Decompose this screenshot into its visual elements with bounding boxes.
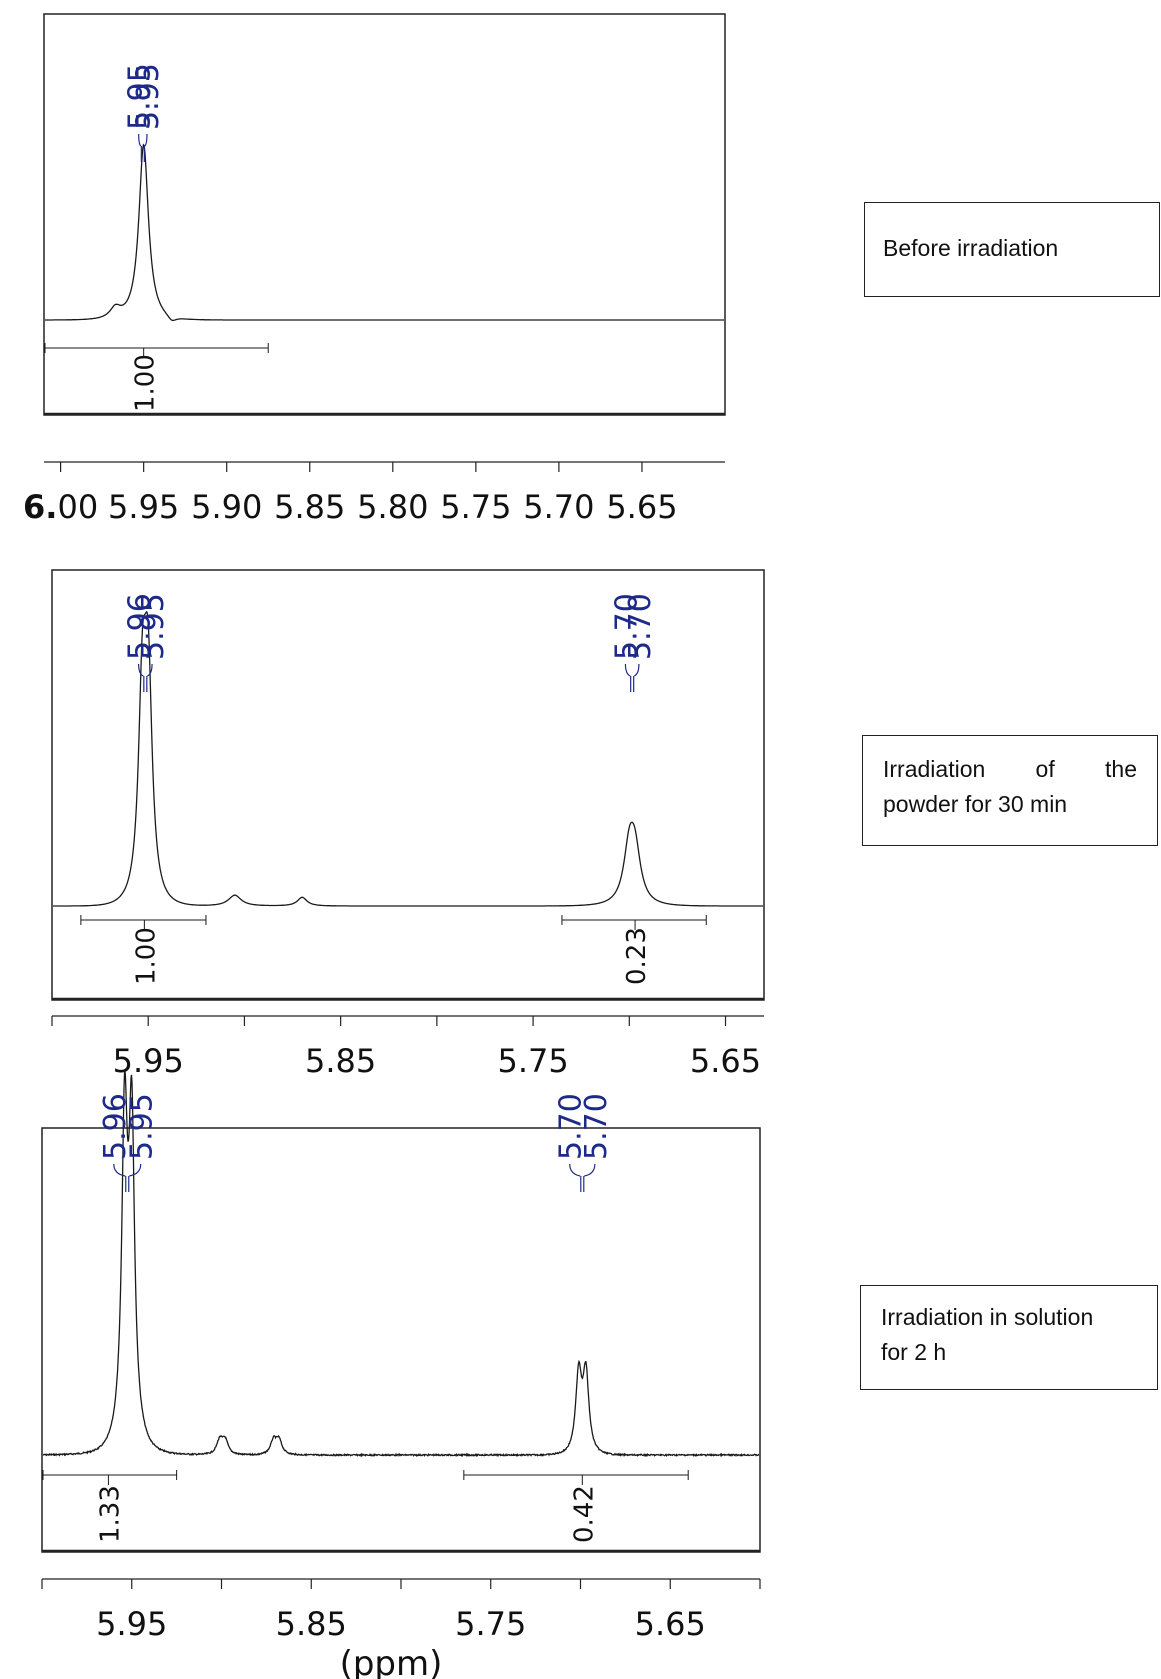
x-tick-label: 5.85 [276, 1605, 347, 1643]
caption-solution-2h: Irradiation in solution for 2 h [860, 1285, 1158, 1390]
x-tick-label: 5.95 [96, 1605, 167, 1643]
integral-value: 1.00 [131, 927, 161, 985]
peak-label-bracket [569, 1163, 596, 1177]
x-tick-label: 5.65 [690, 1042, 761, 1080]
peak-label: 5.95 [136, 593, 171, 660]
x-tick-label: 5.95 [113, 1042, 184, 1080]
x-tick-label: 5.70 [523, 488, 594, 526]
x-tick-label: 5.90 [191, 488, 262, 526]
spectrum-trace-1 [45, 143, 724, 322]
peak-label: 5.70 [623, 593, 658, 660]
peak-label: 5.95 [131, 63, 166, 130]
x-tick-label: 5.85 [305, 1042, 376, 1080]
caption-before-irradiation: Before irradiation [864, 202, 1160, 297]
spectrum-trace-2 [53, 611, 763, 907]
peak-label: 5.70 [554, 1093, 589, 1160]
peak-label: 5.70 [609, 593, 644, 660]
integral-value: 0.23 [622, 927, 652, 985]
peak-label: 5.96 [98, 1093, 133, 1160]
x-tick-label: 5.75 [455, 1605, 526, 1643]
x-tick-label: 5.65 [635, 1605, 706, 1643]
peak-label: 5.95 [123, 63, 158, 130]
plot-frame-3 [41, 1127, 761, 1553]
peak-label-bracket [138, 133, 148, 147]
peak-label: 5.70 [579, 1093, 614, 1160]
x-tick-label: 5.75 [497, 1042, 568, 1080]
x-tick-label: 5.80 [357, 488, 428, 526]
peak-label-bracket [137, 663, 153, 677]
integral-value: 1.33 [95, 1485, 125, 1543]
integral-value: 0.42 [569, 1485, 599, 1543]
integral-value: 1.00 [131, 354, 161, 412]
caption-powder-30min: Irradiation of the powder for 30 min [862, 735, 1158, 846]
x-tick-label: 5.95 [108, 488, 179, 526]
spectrum-trace-3 [42, 1070, 760, 1458]
x-tick-label: 5.65 [606, 488, 677, 526]
peak-label: 5.96 [123, 593, 158, 660]
peak-label-bracket [113, 1163, 142, 1177]
x-tick-label: 6.00 [23, 488, 98, 526]
x-tick-label: 5.85 [274, 488, 345, 526]
peak-label-bracket [624, 663, 640, 677]
peak-label: 5.95 [125, 1093, 160, 1160]
x-tick-label: 5.75 [440, 488, 511, 526]
x-axis-title: (ppm) [340, 1644, 443, 1679]
